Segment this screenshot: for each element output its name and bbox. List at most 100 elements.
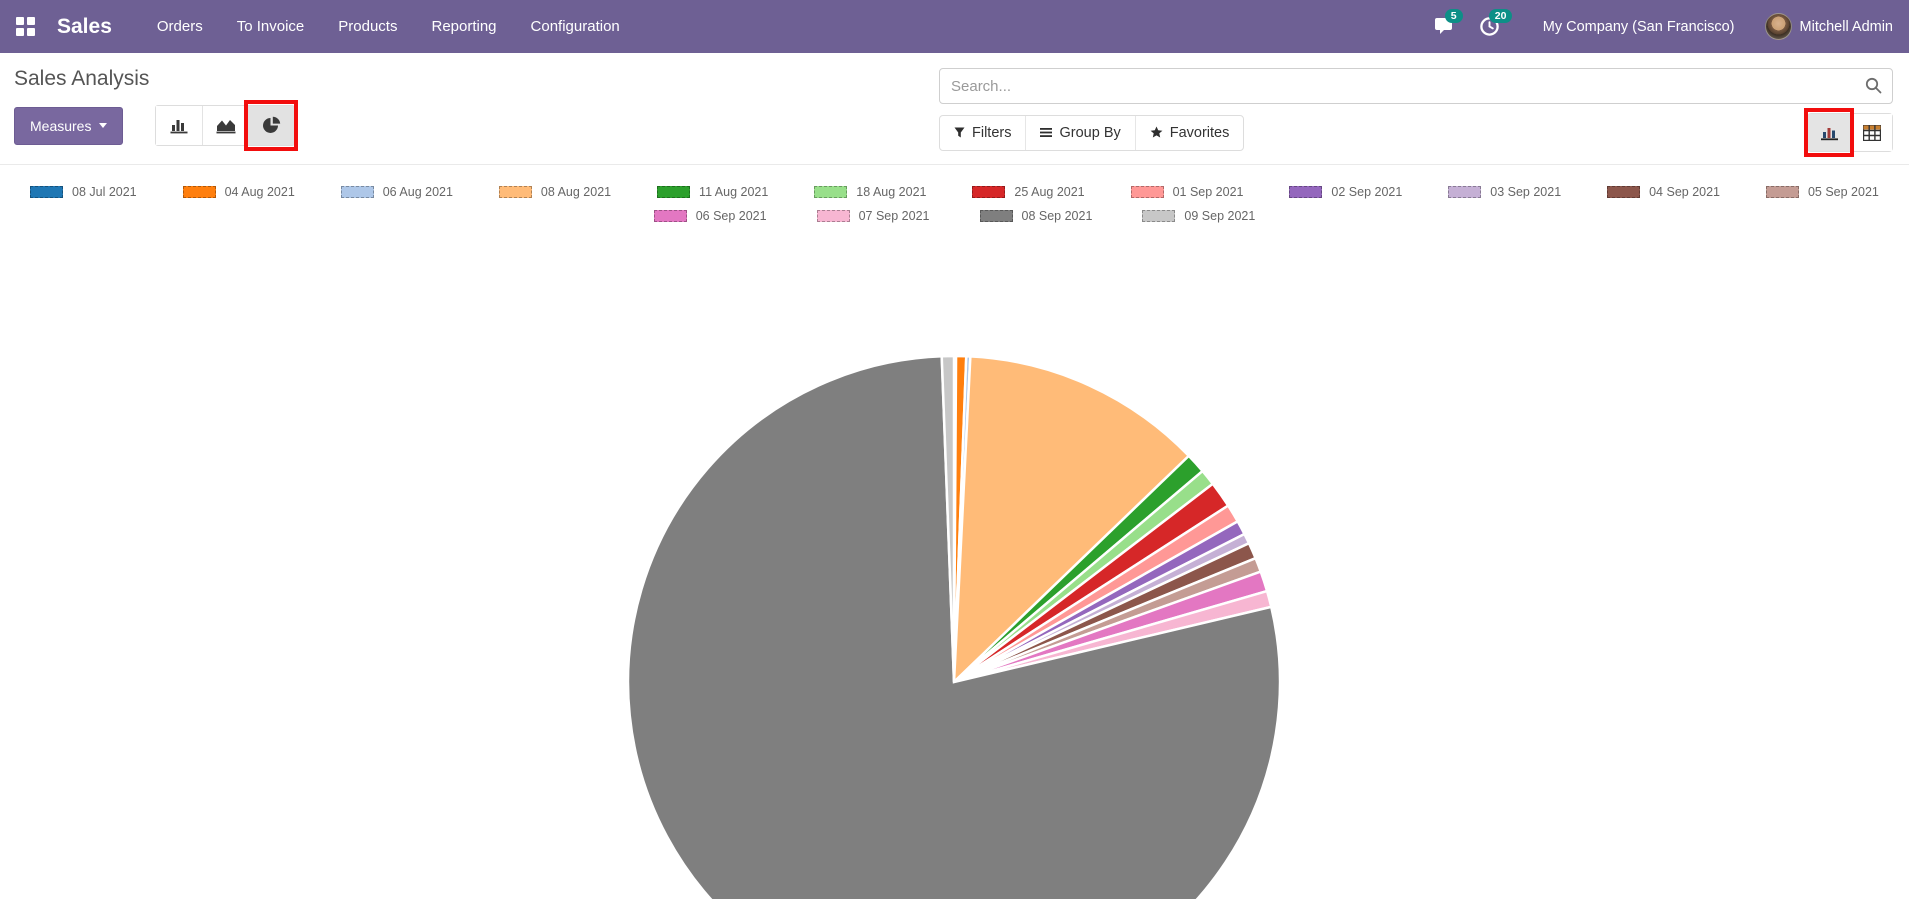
pivot-view-button[interactable] bbox=[1850, 114, 1892, 151]
favorites-label: Favorites bbox=[1169, 124, 1230, 141]
page-title: Sales Analysis bbox=[14, 67, 150, 90]
legend-swatch bbox=[340, 186, 374, 198]
filters-label: Filters bbox=[972, 124, 1012, 141]
pie-chart-icon bbox=[262, 116, 281, 133]
menu-item-reporting[interactable]: Reporting bbox=[431, 18, 497, 35]
legend-swatch bbox=[816, 210, 850, 222]
legend-label: 04 Sep 2021 bbox=[1649, 185, 1721, 199]
menu-item-products[interactable]: Products bbox=[338, 18, 398, 35]
legend-label: 01 Sep 2021 bbox=[1172, 185, 1244, 199]
legend-label: 06 Aug 2021 bbox=[382, 185, 453, 199]
filters-button[interactable]: Filters bbox=[940, 115, 1026, 150]
graph-view-icon bbox=[1820, 128, 1838, 141]
legend-item[interactable]: 11 Aug 2021 bbox=[657, 185, 768, 199]
menu-item-to-invoice[interactable]: To Invoice bbox=[236, 18, 305, 35]
legend-item[interactable]: 06 Sep 2021 bbox=[653, 209, 767, 223]
pivot-view-icon bbox=[1862, 124, 1881, 141]
top-navbar: Sales Orders To Invoice Products Reporti… bbox=[0, 0, 1909, 53]
pie-chart bbox=[624, 352, 1284, 899]
legend-item[interactable]: 07 Sep 2021 bbox=[816, 209, 930, 223]
legend-swatch bbox=[657, 186, 691, 198]
user-avatar bbox=[1764, 13, 1792, 40]
legend-item[interactable]: 08 Aug 2021 bbox=[498, 185, 612, 199]
user-name: Mitchell Admin bbox=[1799, 18, 1893, 35]
legend-swatch bbox=[979, 210, 1013, 222]
legend-swatch bbox=[1289, 186, 1323, 198]
bar-chart-button[interactable] bbox=[156, 106, 203, 145]
company-switcher[interactable]: My Company (San Francisco) bbox=[1542, 18, 1735, 35]
legend-item[interactable]: 01 Sep 2021 bbox=[1130, 185, 1244, 199]
star-icon bbox=[1150, 126, 1163, 138]
pie-slice[interactable] bbox=[626, 354, 1282, 899]
legend-item[interactable]: 25 Aug 2021 bbox=[972, 185, 1085, 199]
legend-swatch bbox=[498, 186, 532, 198]
app-brand[interactable]: Sales bbox=[57, 14, 112, 38]
legend-label: 08 Aug 2021 bbox=[540, 185, 612, 199]
legend-swatch bbox=[653, 210, 687, 222]
messages-badge: 5 bbox=[1444, 8, 1463, 23]
legend-swatch bbox=[972, 186, 1006, 198]
legend-row-2: 06 Sep 2021 07 Sep 2021 08 Sep 2021 09 Sep … bbox=[0, 209, 1909, 223]
legend-item[interactable]: 04 Aug 2021 bbox=[182, 185, 295, 199]
legend-row-1: 08 Jul 2021 04 Aug 2021 06 Aug 2021 08 Aug … bbox=[0, 185, 1909, 199]
legend-swatch bbox=[1607, 186, 1641, 198]
legend-item[interactable]: 18 Aug 2021 bbox=[814, 185, 926, 199]
menu-item-orders[interactable]: Orders bbox=[156, 18, 203, 35]
search-box bbox=[939, 68, 1893, 104]
legend-label: 02 Sep 2021 bbox=[1331, 185, 1403, 199]
legend-label: 08 Sep 2021 bbox=[1021, 209, 1093, 223]
legend-swatch bbox=[182, 186, 216, 198]
search-options-group: Filters Group By Favorites bbox=[939, 114, 1245, 151]
measures-button[interactable]: Measures bbox=[14, 106, 124, 145]
legend-label: 25 Aug 2021 bbox=[1014, 185, 1085, 199]
legend-item[interactable]: 08 Jul 2021 bbox=[30, 185, 137, 199]
user-menu[interactable]: Mitchell Admin bbox=[1764, 13, 1893, 40]
legend-label: 08 Jul 2021 bbox=[72, 185, 137, 199]
view-switcher bbox=[1804, 108, 1893, 157]
chevron-down-icon bbox=[99, 123, 108, 128]
chart-type-group bbox=[155, 100, 299, 151]
group-by-button[interactable]: Group By bbox=[1025, 115, 1135, 150]
legend-swatch bbox=[30, 186, 63, 198]
pie-legend: 08 Jul 2021 04 Aug 2021 06 Aug 2021 08 Aug … bbox=[0, 165, 1909, 223]
measures-label: Measures bbox=[30, 117, 92, 134]
pie-slice[interactable] bbox=[940, 354, 956, 683]
pie-chart-button[interactable] bbox=[248, 106, 295, 145]
legend-swatch bbox=[1448, 186, 1482, 198]
messages-button[interactable]: 5 bbox=[1429, 8, 1463, 42]
legend-item[interactable]: 06 Aug 2021 bbox=[340, 185, 453, 199]
pie-slice[interactable] bbox=[952, 355, 1191, 686]
legend-label: 05 Sep 2021 bbox=[1807, 185, 1879, 199]
group-by-label: Group By bbox=[1059, 124, 1121, 141]
main-menu: Orders To Invoice Products Reporting Con… bbox=[140, 1, 637, 52]
favorites-button[interactable]: Favorites bbox=[1134, 115, 1244, 150]
control-panel: Sales Analysis Measures bbox=[0, 53, 1909, 165]
legend-swatch bbox=[1142, 210, 1176, 222]
bar-chart-icon bbox=[170, 120, 188, 134]
apps-menu-icon[interactable] bbox=[16, 17, 35, 36]
legend-label: 03 Sep 2021 bbox=[1490, 185, 1562, 199]
activities-badge: 20 bbox=[1488, 8, 1513, 23]
search-icon[interactable] bbox=[1865, 77, 1882, 94]
search-input[interactable] bbox=[939, 68, 1893, 104]
chart-area: 08 Jul 2021 04 Aug 2021 06 Aug 2021 08 Aug … bbox=[0, 165, 1909, 899]
legend-swatch bbox=[814, 186, 848, 198]
menu-item-configuration[interactable]: Configuration bbox=[530, 18, 620, 35]
legend-label: 04 Aug 2021 bbox=[224, 185, 295, 199]
legend-swatch bbox=[1765, 186, 1799, 198]
legend-item[interactable]: 09 Sep 2021 bbox=[1142, 209, 1255, 223]
activities-button[interactable]: 20 bbox=[1473, 8, 1513, 42]
legend-item[interactable]: 08 Sep 2021 bbox=[979, 209, 1093, 223]
legend-label: 18 Aug 2021 bbox=[856, 185, 927, 199]
legend-item[interactable]: 03 Sep 2021 bbox=[1448, 185, 1561, 199]
legend-label: 07 Sep 2021 bbox=[858, 209, 930, 223]
legend-item[interactable]: 04 Sep 2021 bbox=[1607, 185, 1720, 199]
legend-item[interactable]: 02 Sep 2021 bbox=[1289, 185, 1402, 199]
legend-item[interactable]: 05 Sep 2021 bbox=[1765, 185, 1879, 199]
legend-swatch bbox=[1130, 186, 1164, 198]
graph-view-button[interactable] bbox=[1808, 114, 1850, 151]
area-chart-button[interactable] bbox=[202, 106, 249, 145]
filter-funnel-icon bbox=[954, 127, 965, 138]
legend-label: 09 Sep 2021 bbox=[1184, 209, 1256, 223]
group-by-lines-icon bbox=[1040, 128, 1053, 137]
